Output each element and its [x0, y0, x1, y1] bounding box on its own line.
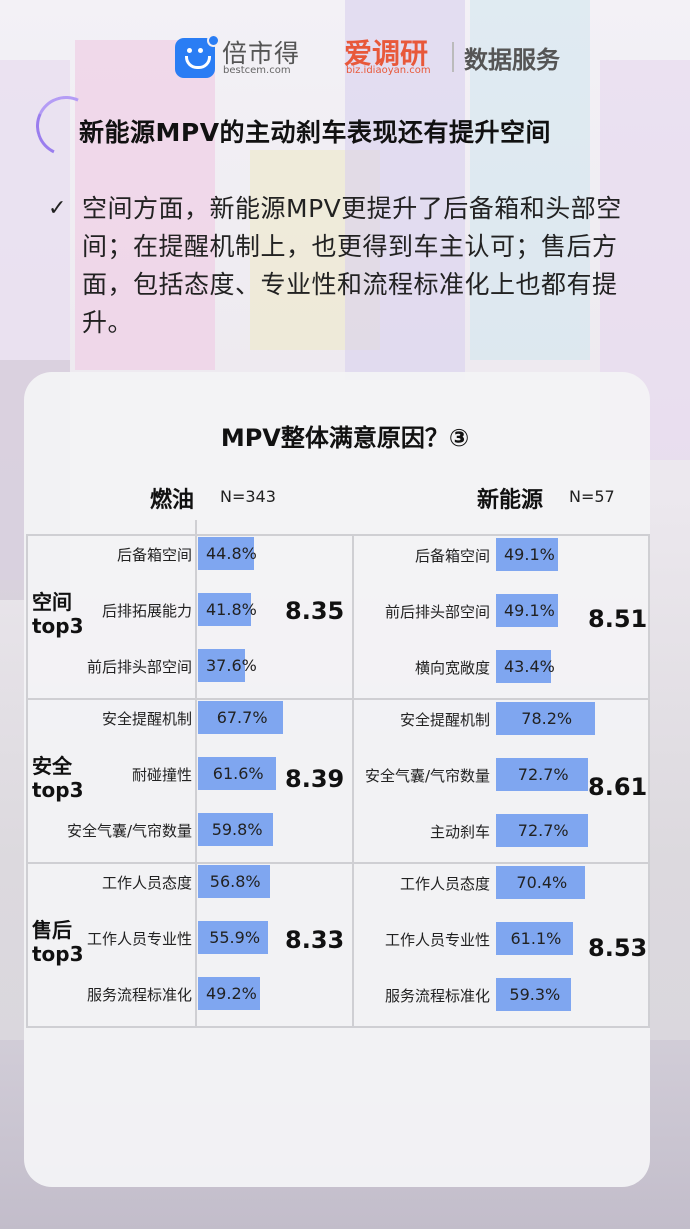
bar-value: 44.8%: [206, 544, 257, 563]
item-label: 安全提醒机制: [399, 711, 490, 729]
category-score: 8.61: [588, 773, 648, 801]
bar: [496, 866, 585, 899]
brand-idiaoyan: 爱调研: [344, 37, 429, 70]
group-n-nev: N=57: [569, 487, 615, 506]
grid-vline: [195, 520, 197, 1027]
bar: [496, 702, 595, 735]
category-score: 8.35: [285, 597, 345, 625]
brand-divider: [452, 42, 454, 72]
item-label: 耐碰撞性: [131, 766, 192, 784]
bar-value: 49.1%: [504, 601, 555, 620]
item-label: 前后排头部空间: [384, 603, 490, 621]
bestcem-logo-icon: [175, 34, 220, 78]
bar-value: 55.9%: [209, 928, 261, 947]
summary-text: 空间方面，新能源MPV更提升了后备箱和头部空间；在提醒机制上，也更得到车主认可；…: [82, 194, 622, 337]
item-label: 后备箱空间: [414, 547, 490, 565]
item-label: 工作人员专业性: [384, 931, 490, 949]
brand-data-service: 数据服务: [464, 46, 560, 74]
bar: [496, 650, 551, 683]
group-header-nev: 新能源: [477, 488, 544, 513]
bar: [496, 758, 588, 791]
grid-vline: [352, 535, 354, 1027]
item-label: 服务流程标准化: [384, 987, 490, 1005]
bar-value: 49.1%: [504, 545, 555, 564]
brand-header: 倍市得 bestcem.com 爱调研 biz.idiaoyan.com 数据服…: [0, 30, 690, 86]
category-label: 空间 top3: [32, 590, 84, 638]
bar: [198, 921, 269, 954]
bar-value: 67.7%: [216, 708, 268, 727]
bar: [496, 922, 573, 955]
category-label: 安全 top3: [32, 754, 84, 802]
item-label: 工作人员态度: [399, 875, 490, 893]
bar-value: 59.8%: [211, 820, 263, 839]
bar-value: 78.2%: [521, 709, 573, 728]
bar-value: 43.4%: [504, 657, 555, 676]
grid-hline: [26, 534, 650, 536]
category-score: 8.51: [588, 605, 648, 633]
bar-value: 70.4%: [516, 873, 568, 892]
bar: [496, 978, 571, 1011]
category-score: 8.53: [588, 934, 648, 962]
bar: [198, 865, 270, 898]
item-label: 前后排头部空间: [86, 658, 192, 676]
item-label: 工作人员态度: [101, 874, 192, 892]
bar-value: 61.1%: [510, 929, 562, 948]
item-label: 安全气囊/气帘数量: [364, 767, 490, 785]
bar: [198, 537, 255, 570]
chart-title: MPV整体满意原因？③: [220, 424, 470, 452]
page-title: 新能源MPV的主动刹车表现还有提升空间: [79, 118, 552, 147]
bar: [198, 977, 260, 1010]
grid-vline: [26, 535, 28, 1027]
brand-bestcem-url: bestcem.com: [223, 65, 291, 76]
brand-bestcem: 倍市得: [222, 39, 301, 68]
category-score: 8.39: [285, 765, 345, 793]
bar: [198, 813, 274, 846]
bar-value: 59.3%: [509, 985, 561, 1004]
item-label: 安全气囊/气帘数量: [66, 822, 192, 840]
bar-value: 72.7%: [517, 765, 569, 784]
bar: [496, 814, 588, 847]
item-label: 安全提醒机制: [101, 710, 192, 728]
item-label: 主动刹车: [429, 823, 490, 841]
bar-value: 49.2%: [206, 984, 257, 1003]
bar: [198, 701, 284, 734]
bar: [198, 757, 276, 790]
grid-hline: [26, 698, 650, 700]
group-header-fuel: 燃油: [150, 488, 195, 513]
group-n-fuel: N=343: [220, 487, 276, 506]
bar: [198, 593, 251, 626]
grid-vline: [648, 535, 650, 1027]
item-label: 后备箱空间: [116, 546, 192, 564]
brand-idiaoyan-url: biz.idiaoyan.com: [346, 65, 431, 76]
bar-value: 61.6%: [212, 764, 264, 783]
bar: [198, 649, 246, 682]
bar-value: 72.7%: [517, 821, 569, 840]
category-score: 8.33: [285, 926, 345, 954]
category-label: 售后 top3: [32, 918, 84, 966]
item-label: 横向宽敞度: [414, 659, 490, 677]
grid-hline: [26, 862, 650, 864]
item-label: 工作人员专业性: [86, 930, 192, 948]
bar-value: 56.8%: [209, 872, 261, 891]
bar: [496, 594, 558, 627]
bar-value: 41.8%: [206, 600, 257, 619]
item-label: 服务流程标准化: [86, 986, 192, 1004]
bar-value: 37.6%: [206, 656, 257, 675]
bar: [496, 538, 558, 571]
checkmark-icon: ✓: [48, 196, 67, 221]
item-label: 后排拓展能力: [101, 602, 192, 620]
grid-hline: [26, 1026, 650, 1028]
